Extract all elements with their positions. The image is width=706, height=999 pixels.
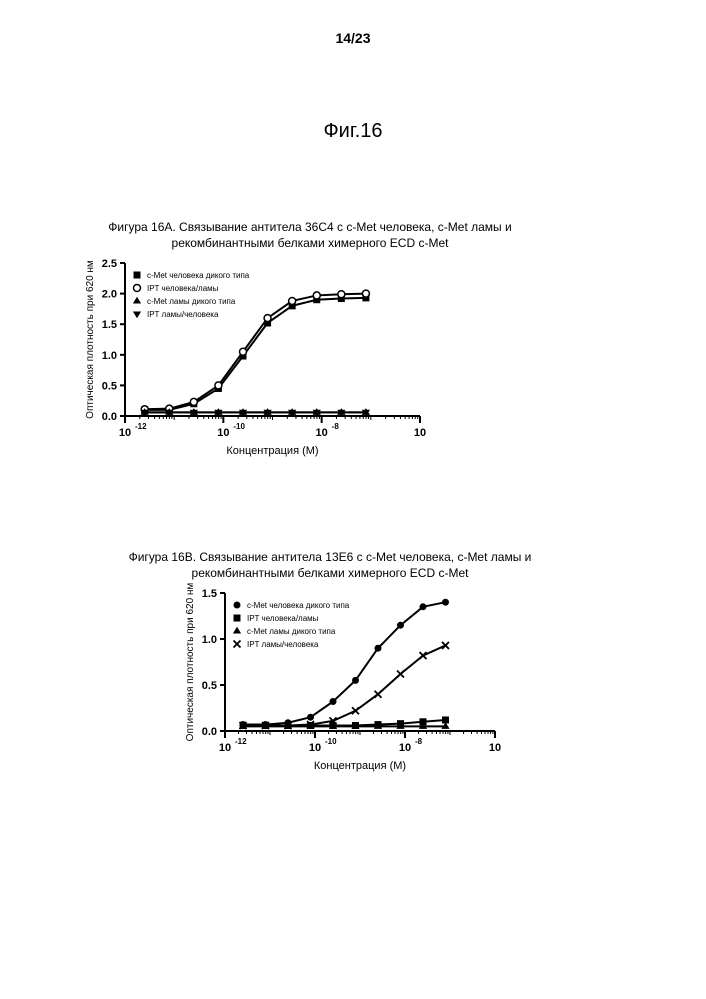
chart-b: 0.00.51.01.510-1210-1010-810-6Концентрац… <box>170 581 505 776</box>
page: 14/23 Фиг.16 Фигура 16A. Связывание анти… <box>0 0 706 999</box>
panel-b-title-line2: рекомбинантными белками химерного ECD c-… <box>192 566 469 580</box>
svg-text:IPT человека/ламы: IPT человека/ламы <box>147 284 219 293</box>
svg-text:1.0: 1.0 <box>102 350 117 362</box>
svg-text:10: 10 <box>414 427 426 439</box>
svg-text:0.5: 0.5 <box>202 680 217 692</box>
svg-text:1.5: 1.5 <box>102 319 117 331</box>
svg-text:10: 10 <box>217 427 229 439</box>
svg-text:-8: -8 <box>415 737 423 746</box>
panel-b-title: Фигура 16B. Связывание антитела 13E6 с c… <box>70 550 590 581</box>
panel-a: Фигура 16A. Связывание антитела 36C4 с c… <box>70 220 550 461</box>
svg-text:10: 10 <box>399 742 411 754</box>
main-figure-title: Фиг.16 <box>0 120 706 143</box>
svg-text:-10: -10 <box>325 737 337 746</box>
svg-text:Оптическая плотность при 620 н: Оптическая плотность при 620 нм <box>85 260 96 419</box>
svg-text:c-Met человека дикого типа: c-Met человека дикого типа <box>147 271 250 280</box>
svg-text:0.0: 0.0 <box>202 726 217 738</box>
svg-text:10: 10 <box>219 742 231 754</box>
svg-text:10: 10 <box>119 427 131 439</box>
svg-text:2.5: 2.5 <box>102 258 117 270</box>
svg-text:-10: -10 <box>233 422 245 431</box>
svg-text:Оптическая плотность при 620 н: Оптическая плотность при 620 нм <box>185 583 196 742</box>
svg-text:Концентрация (M): Концентрация (M) <box>314 760 406 772</box>
svg-text:IPT ламы/человека: IPT ламы/человека <box>147 310 219 319</box>
panel-b: Фигура 16B. Связывание антитела 13E6 с c… <box>70 550 590 776</box>
svg-text:c-Met ламы дикого типа: c-Met ламы дикого типа <box>247 627 336 636</box>
svg-text:1.5: 1.5 <box>202 588 217 600</box>
svg-text:0.0: 0.0 <box>102 411 117 423</box>
svg-text:c-Met ламы дикого типа: c-Met ламы дикого типа <box>147 297 236 306</box>
panel-a-title: Фигура 16A. Связывание антитела 36C4 с c… <box>70 220 550 251</box>
chart-a: 0.00.51.01.52.02.510-1210-1010-810-6Конц… <box>70 251 430 461</box>
svg-text:c-Met человека дикого типа: c-Met человека дикого типа <box>247 601 350 610</box>
svg-text:-8: -8 <box>332 422 340 431</box>
svg-text:10: 10 <box>316 427 328 439</box>
panel-b-title-line1: Фигура 16B. Связывание антитела 13E6 с c… <box>129 550 532 564</box>
svg-text:0.5: 0.5 <box>102 381 117 393</box>
svg-text:-12: -12 <box>135 422 147 431</box>
svg-text:Концентрация (M): Концентрация (M) <box>226 445 318 457</box>
svg-text:-12: -12 <box>235 737 247 746</box>
svg-text:1.0: 1.0 <box>202 634 217 646</box>
svg-text:10: 10 <box>489 742 501 754</box>
svg-text:2.0: 2.0 <box>102 289 117 301</box>
svg-text:IPT ламы/человека: IPT ламы/человека <box>247 640 319 649</box>
page-number: 14/23 <box>0 30 706 46</box>
svg-text:IPT человека/ламы: IPT человека/ламы <box>247 614 319 623</box>
panel-a-title-line1: Фигура 16A. Связывание антитела 36C4 с c… <box>108 220 511 234</box>
panel-a-title-line2: рекомбинантными белками химерного ECD c-… <box>172 236 449 250</box>
svg-text:10: 10 <box>309 742 321 754</box>
